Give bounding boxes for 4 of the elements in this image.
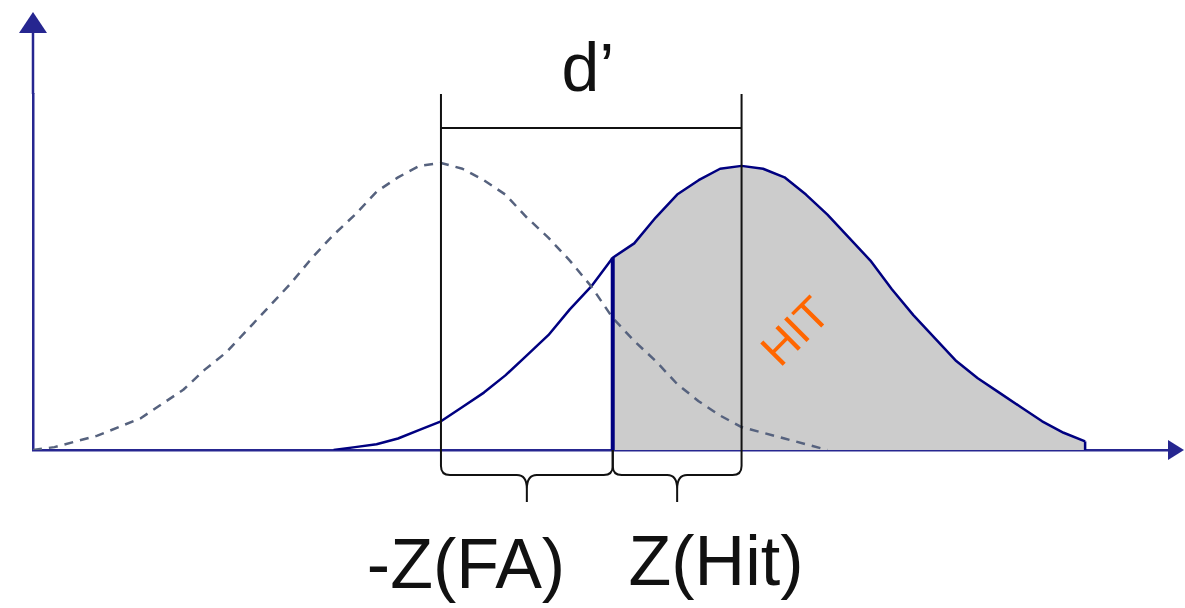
series-label: HIT <box>750 286 840 376</box>
text: -Z(FA) <box>366 525 566 603</box>
text: Z(Hit) <box>628 522 804 600</box>
text: d’ <box>561 29 615 105</box>
